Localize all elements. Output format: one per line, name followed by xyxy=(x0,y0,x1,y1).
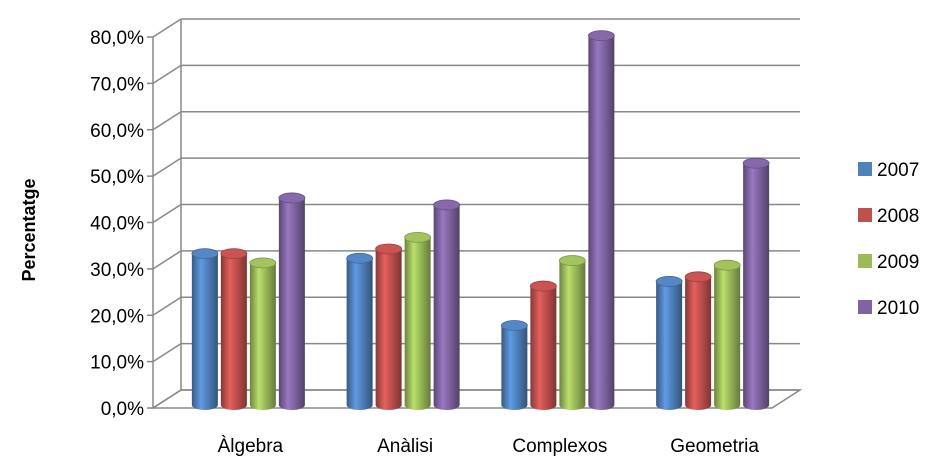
x-axis-categories: Àlgebra Anàlisi Complexos Geometria xyxy=(218,436,760,457)
y-tick-label: 20,0% xyxy=(90,306,144,327)
legend-item: 2008 xyxy=(858,206,919,227)
y-tick-label: 10,0% xyxy=(90,353,144,374)
bar-body xyxy=(656,281,683,410)
bar-body xyxy=(530,286,557,410)
legend: 2007 2008 2009 2010 xyxy=(858,160,919,319)
bar xyxy=(375,243,403,410)
bar xyxy=(587,30,615,410)
gridline-side xyxy=(152,296,182,316)
gridline-side xyxy=(152,389,182,409)
bar-body xyxy=(249,262,276,410)
gridline-side xyxy=(152,342,182,363)
bars xyxy=(191,30,770,410)
x-category-label: Anàlisi xyxy=(377,436,433,457)
bar xyxy=(249,257,277,410)
gridline-side xyxy=(152,18,182,38)
legend-label: 2007 xyxy=(877,160,919,181)
bar-top xyxy=(587,30,615,42)
bar-top xyxy=(191,248,219,260)
bar-top xyxy=(249,257,277,269)
bar-top xyxy=(220,248,248,260)
y-axis-ticks: 0,0% 10,0% 20,0% 30,0% 40,0% 50,0% 60,0% 70,0% 8… xyxy=(90,28,153,420)
bar-body xyxy=(404,237,431,410)
bar-top xyxy=(375,243,403,255)
bar xyxy=(220,248,248,410)
y-tick-label: 50,0% xyxy=(90,167,144,188)
legend-label: 2010 xyxy=(877,298,919,319)
bar-top xyxy=(655,276,683,287)
legend-label: 2008 xyxy=(877,206,919,227)
legend-item: 2010 xyxy=(858,298,919,319)
bar-top xyxy=(404,231,432,243)
y-tick-label: 30,0% xyxy=(90,260,144,281)
bar xyxy=(742,157,770,410)
bar-top xyxy=(346,252,374,264)
y-tick-label: 40,0% xyxy=(90,214,144,235)
bar-body xyxy=(191,253,218,410)
bar-top xyxy=(500,320,528,331)
bar xyxy=(655,276,683,410)
gridline-side xyxy=(152,250,182,270)
bar-top xyxy=(742,157,770,169)
y-tick-label: 60,0% xyxy=(90,121,144,142)
bar-body xyxy=(220,253,247,410)
bar-body xyxy=(559,260,586,410)
x-category-label: Complexos xyxy=(512,436,607,457)
bar-body xyxy=(588,35,615,410)
bar xyxy=(529,280,557,410)
legend-label: 2009 xyxy=(877,252,919,273)
legend-item: 2007 xyxy=(858,160,919,181)
bar xyxy=(684,271,712,410)
legend-item: 2009 xyxy=(858,252,919,273)
gridline-side xyxy=(152,111,182,131)
bar-body xyxy=(685,276,712,410)
y-tick-label: 80,0% xyxy=(90,28,144,49)
y-axis-label: Percentatge xyxy=(19,178,39,281)
y-tick-label: 0,0% xyxy=(101,399,144,420)
bar-top xyxy=(558,255,586,266)
bar xyxy=(713,259,741,410)
legend-swatch xyxy=(858,254,872,268)
bar-body xyxy=(501,325,528,410)
gridline-side xyxy=(152,64,182,85)
y-tick-label: 70,0% xyxy=(90,74,144,95)
x-category-label: Geometria xyxy=(670,436,759,457)
legend-swatch xyxy=(858,300,872,314)
bar xyxy=(191,248,219,410)
bar xyxy=(500,320,528,410)
bar-top xyxy=(529,280,557,292)
bar xyxy=(346,252,374,410)
bar-top xyxy=(684,271,712,283)
bar xyxy=(278,192,306,410)
legend-swatch xyxy=(858,162,872,176)
bar-top xyxy=(433,199,461,211)
bar-body xyxy=(375,248,402,410)
bar-top xyxy=(713,259,741,271)
bar xyxy=(404,231,432,410)
gridline-side xyxy=(152,203,182,224)
bar xyxy=(433,199,461,410)
bar-body xyxy=(714,265,741,410)
bar xyxy=(558,255,586,410)
bar-body xyxy=(743,163,770,410)
bar-body xyxy=(346,258,373,410)
legend-swatch xyxy=(858,208,872,222)
bar-body xyxy=(433,204,460,410)
bar-body xyxy=(278,197,305,410)
bar-top xyxy=(278,192,306,204)
x-category-label: Àlgebra xyxy=(218,436,284,457)
gridline-side xyxy=(152,157,182,177)
